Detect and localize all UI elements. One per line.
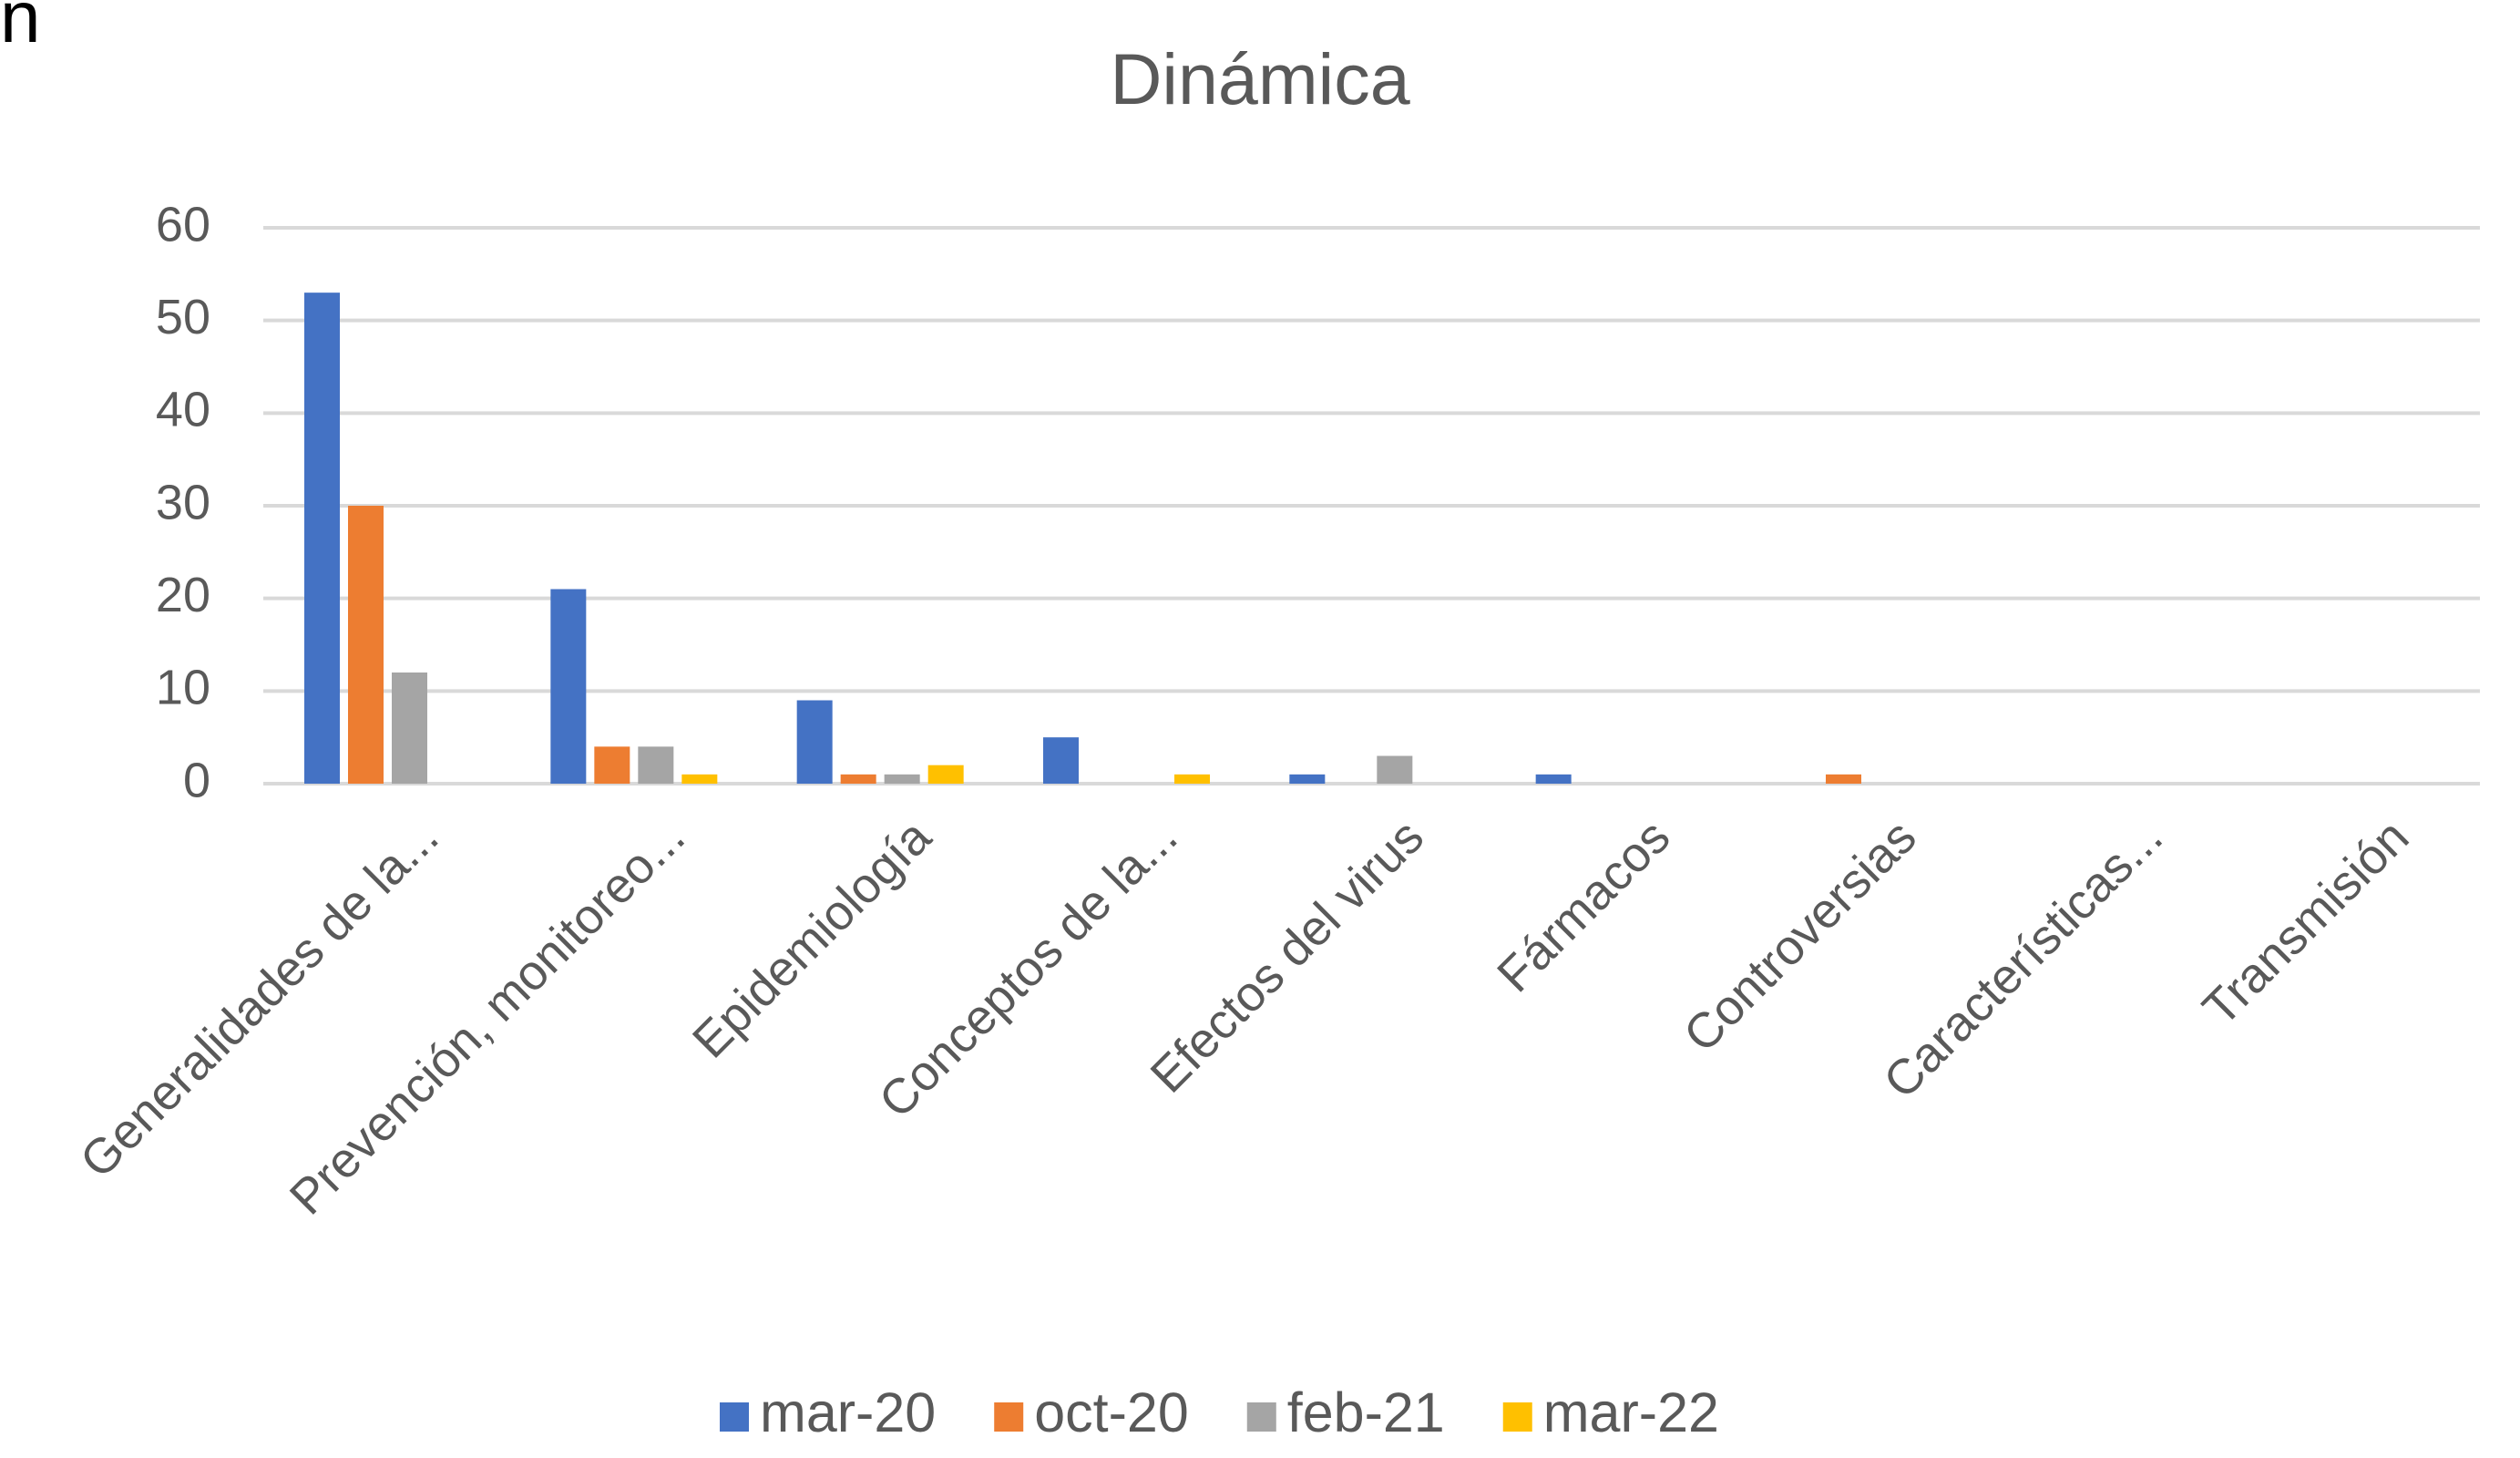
legend-swatch	[1246, 1402, 1276, 1432]
y-tick-label: 60	[156, 197, 210, 252]
bar	[1174, 774, 1210, 784]
bar	[884, 774, 920, 784]
bar	[796, 700, 833, 784]
panel-label: n	[0, 0, 41, 57]
bar	[1043, 737, 1079, 784]
y-tick-label: 10	[156, 661, 210, 715]
bar	[348, 506, 384, 784]
legend-label: mar-20	[760, 1381, 936, 1443]
bar	[638, 746, 674, 784]
legend-swatch	[1502, 1402, 1532, 1432]
legend-label: feb-21	[1287, 1381, 1445, 1443]
bar	[1377, 755, 1413, 784]
bar	[1826, 774, 1861, 784]
y-tick-label: 30	[156, 475, 210, 529]
legend-swatch	[720, 1402, 749, 1432]
bar	[1535, 774, 1572, 784]
legend-label: oct-20	[1034, 1381, 1189, 1443]
bar	[927, 765, 964, 784]
bar	[550, 589, 587, 784]
bar	[840, 774, 876, 784]
bar	[681, 774, 718, 784]
legend-swatch	[994, 1402, 1024, 1432]
legend-label: mar-22	[1543, 1381, 1719, 1443]
bar	[392, 673, 427, 784]
bar	[1289, 774, 1326, 784]
y-tick-label: 40	[156, 383, 210, 437]
y-tick-label: 0	[183, 753, 210, 807]
y-tick-label: 20	[156, 568, 210, 622]
bar	[304, 293, 340, 785]
y-tick-label: 50	[156, 290, 210, 344]
chart-title: Dinámica	[1110, 38, 1409, 119]
bar	[594, 746, 630, 784]
